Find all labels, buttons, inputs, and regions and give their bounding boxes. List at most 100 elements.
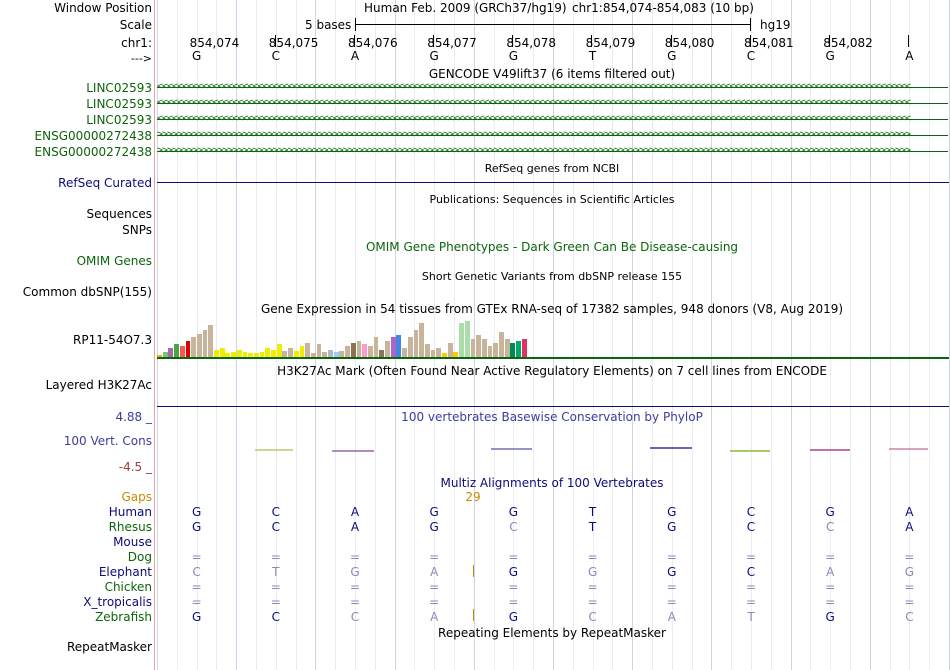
- multiz-gap-count[interactable]: 29: [465, 490, 481, 504]
- chrom-label[interactable]: chr1:: [121, 36, 152, 50]
- gtex-tissue-bar[interactable]: [333, 351, 339, 357]
- gtex-tissue-bar[interactable]: [396, 335, 402, 357]
- gtex-tissue-bar[interactable]: [219, 348, 225, 357]
- gtex-tissue-bar[interactable]: [242, 351, 248, 357]
- gtex-tissue-bar[interactable]: [339, 350, 345, 357]
- gtex-tissue-bar[interactable]: [367, 346, 373, 357]
- gtex-tissue-bar[interactable]: [162, 351, 168, 357]
- gtex-tissue-bar[interactable]: [282, 350, 288, 357]
- gtex-tissue-bar[interactable]: [373, 337, 379, 357]
- gencode-gene-label[interactable]: LINC02593: [86, 97, 152, 111]
- publications-label-snps[interactable]: SNPs: [122, 223, 152, 237]
- gtex-tissue-bar[interactable]: [402, 348, 407, 357]
- h3k27ac-track-title[interactable]: H3K27Ac Mark (Often Found Near Active Re…: [277, 364, 827, 378]
- gtex-tissue-bar[interactable]: [328, 349, 333, 357]
- gencode-gene-label[interactable]: ENSG00000272438: [34, 129, 152, 143]
- gtex-tissue-bar[interactable]: [248, 353, 254, 357]
- gtex-tissue-bar[interactable]: [459, 322, 464, 357]
- dbsnp-track-label[interactable]: Common dbSNP(155): [22, 285, 152, 299]
- gtex-tissue-bar[interactable]: [419, 322, 425, 357]
- refseq-track-label[interactable]: RefSeq Curated: [58, 176, 152, 190]
- scale-label[interactable]: Scale: [119, 18, 152, 32]
- gtex-tissue-bar[interactable]: [225, 353, 231, 357]
- window-position-label[interactable]: Window Position: [54, 1, 152, 15]
- gtex-track-label[interactable]: RP11-54O7.3: [73, 333, 152, 347]
- gtex-tissue-bar[interactable]: [510, 342, 516, 357]
- gencode-gene-feature[interactable]: <<<<<<<<<<<<<<<<<<<<<<<<<<<<<<<<<<<<<<<<…: [157, 98, 948, 110]
- gtex-tissue-bar[interactable]: [499, 331, 504, 357]
- gtex-tissue-bar[interactable]: [470, 339, 476, 357]
- gtex-tissue-bar[interactable]: [464, 321, 470, 357]
- gtex-tissue-bar[interactable]: [174, 344, 179, 357]
- multiz-species-label[interactable]: Chicken: [104, 580, 152, 594]
- gtex-tissue-bar[interactable]: [253, 352, 259, 357]
- gtex-tissue-bar[interactable]: [168, 348, 174, 357]
- h3k27ac-track-label[interactable]: Layered H3K27Ac: [45, 378, 152, 392]
- refseq-gene-line[interactable]: [157, 182, 949, 183]
- gencode-gene-feature[interactable]: >>>>>>>>>>>>>>>>>>>>>>>>>>>>>>>>>>>>>>>>…: [157, 146, 948, 158]
- gtex-tissue-bar[interactable]: [185, 340, 191, 357]
- gtex-tissue-bar[interactable]: [453, 351, 459, 357]
- gencode-gene-feature[interactable]: >>>>>>>>>>>>>>>>>>>>>>>>>>>>>>>>>>>>>>>>…: [157, 130, 948, 142]
- gtex-tissue-bar[interactable]: [196, 333, 202, 357]
- gtex-tissue-bar[interactable]: [390, 337, 396, 357]
- gtex-tissue-bar[interactable]: [316, 344, 322, 357]
- gtex-tissue-bar[interactable]: [487, 346, 493, 357]
- gtex-tissue-bar[interactable]: [481, 339, 487, 357]
- gtex-tissue-bar[interactable]: [407, 337, 413, 357]
- gtex-tissue-bar[interactable]: [350, 342, 356, 357]
- gtex-tissue-bar[interactable]: [265, 348, 271, 357]
- gtex-tissue-bar[interactable]: [362, 344, 368, 357]
- multiz-track-title[interactable]: Multiz Alignments of 100 Vertebrates: [440, 476, 664, 490]
- gtex-tissue-bar[interactable]: [436, 348, 442, 357]
- gtex-tissue-bar[interactable]: [385, 340, 390, 357]
- refseq-track-title[interactable]: RefSeq genes from NCBI: [484, 162, 620, 175]
- gtex-tissue-bar[interactable]: [236, 349, 242, 357]
- gtex-tissue-bar[interactable]: [345, 346, 350, 357]
- gtex-tissue-bar[interactable]: [214, 349, 219, 357]
- gtex-tissue-bar[interactable]: [430, 349, 436, 357]
- gtex-track-title[interactable]: Gene Expression in 54 tissues from GTEx …: [260, 302, 844, 316]
- gtex-tissue-bar[interactable]: [271, 349, 276, 357]
- gtex-tissue-bar[interactable]: [476, 335, 482, 357]
- gtex-tissue-bar[interactable]: [379, 349, 385, 357]
- gtex-tissue-bar[interactable]: [424, 344, 430, 357]
- omim-track-label[interactable]: OMIM Genes: [76, 254, 152, 268]
- gencode-gene-label[interactable]: ENSG00000272438: [34, 145, 152, 159]
- gencode-gene-feature[interactable]: <<<<<<<<<<<<<<<<<<<<<<<<<<<<<<<<<<<<<<<<…: [157, 114, 948, 126]
- gtex-tissue-bar[interactable]: [447, 342, 453, 357]
- omim-track-title[interactable]: OMIM Gene Phenotypes - Dark Green Can Be…: [365, 240, 739, 254]
- multiz-species-label[interactable]: Mouse: [113, 535, 152, 549]
- gtex-tissue-bar[interactable]: [413, 330, 419, 357]
- multiz-species-label[interactable]: Zebrafish: [95, 610, 152, 624]
- gtex-tissue-bar[interactable]: [504, 339, 510, 357]
- gtex-tissue-bar[interactable]: [322, 351, 328, 357]
- multiz-species-label[interactable]: Rhesus: [108, 520, 152, 534]
- gtex-tissue-bar[interactable]: [293, 350, 299, 357]
- gtex-tissue-bar[interactable]: [516, 340, 521, 357]
- gtex-tissue-bar[interactable]: [179, 346, 185, 357]
- gtex-tissue-bar[interactable]: [288, 348, 293, 357]
- gtex-tissue-bar[interactable]: [157, 355, 162, 357]
- publications-track-title[interactable]: Publications: Sequences in Scientific Ar…: [429, 193, 675, 206]
- gtex-tissue-bar[interactable]: [259, 351, 265, 357]
- gencode-gene-label[interactable]: LINC02593: [86, 81, 152, 95]
- gtex-tissue-bar[interactable]: [202, 330, 208, 357]
- gtex-tissue-bar[interactable]: [276, 344, 282, 357]
- gtex-tissue-bar[interactable]: [208, 324, 214, 357]
- multiz-species-label[interactable]: Dog: [127, 550, 152, 564]
- gtex-tissue-bar[interactable]: [231, 351, 236, 357]
- phylop-track-title[interactable]: 100 vertebrates Basewise Conservation by…: [401, 410, 703, 424]
- phylop-track-label[interactable]: 100 Vert. Cons: [63, 434, 152, 448]
- multiz-species-label[interactable]: X_tropicalis: [83, 595, 152, 609]
- repeatmasker-track-label[interactable]: RepeatMasker: [66, 640, 152, 654]
- multiz-species-label[interactable]: Elephant: [98, 565, 152, 579]
- gencode-gene-feature[interactable]: <<<<<<<<<<<<<<<<<<<<<<<<<<<<<<<<<<<<<<<<…: [157, 82, 948, 94]
- gencode-gene-label[interactable]: LINC02593: [86, 113, 152, 127]
- gtex-tissue-bar[interactable]: [305, 342, 311, 357]
- gtex-tissue-bar[interactable]: [299, 346, 305, 357]
- gencode-track-title[interactable]: GENCODE V49lift37 (6 items filtered out): [428, 67, 676, 81]
- gtex-tissue-bar[interactable]: [191, 337, 197, 357]
- publications-label-sequences[interactable]: Sequences: [86, 207, 152, 221]
- multiz-species-label[interactable]: Human: [108, 505, 152, 519]
